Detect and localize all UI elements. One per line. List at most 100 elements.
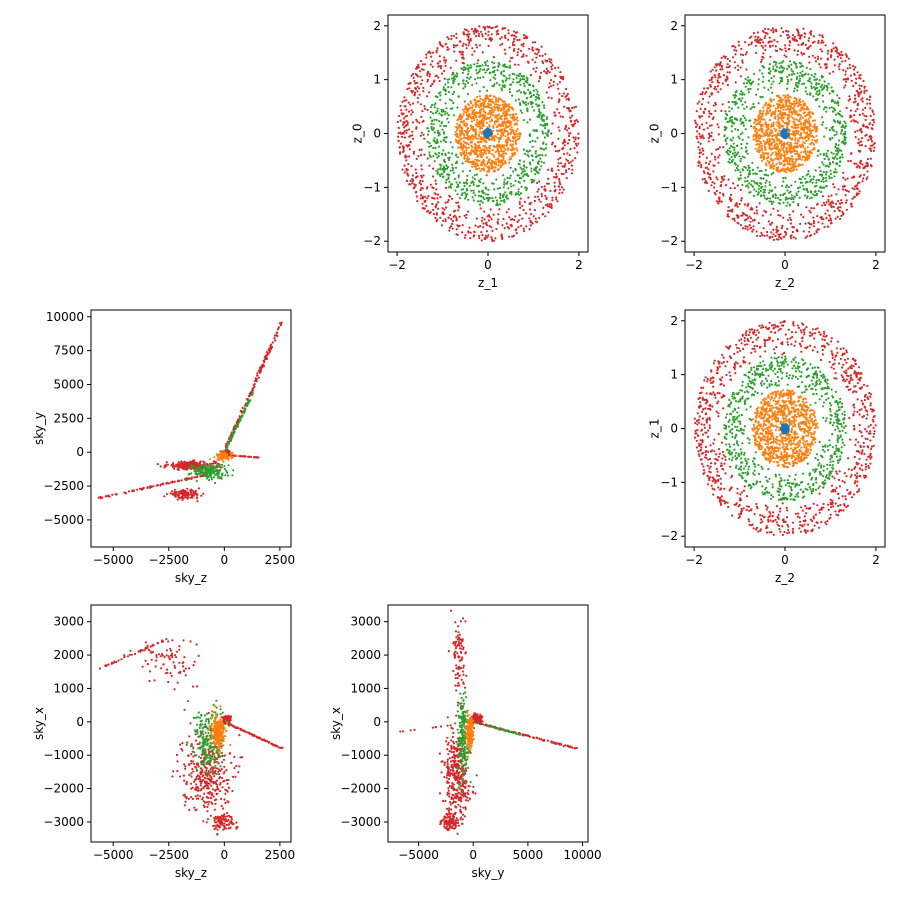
scatter-point xyxy=(863,173,866,176)
scatter-point xyxy=(464,43,468,46)
scatter-point xyxy=(714,158,717,161)
scatter-point xyxy=(802,27,805,30)
scatter-point xyxy=(735,153,738,157)
scatter-point xyxy=(769,223,772,226)
scatter-point xyxy=(815,184,818,187)
scatter-point xyxy=(509,83,512,86)
scatter-point xyxy=(453,177,456,181)
scatter-point xyxy=(467,210,470,213)
scatter-point xyxy=(767,88,770,91)
scatter-point xyxy=(540,195,544,198)
scatter-point xyxy=(479,30,482,33)
scatter-point xyxy=(492,126,495,129)
scatter-point xyxy=(708,176,711,179)
scatter-point xyxy=(849,66,852,69)
scatter-point xyxy=(501,89,504,92)
scatter-point xyxy=(833,120,836,123)
scatter-point xyxy=(505,211,508,214)
scatter-point xyxy=(474,168,478,171)
scatter-point xyxy=(790,111,793,114)
scatter-point xyxy=(753,188,756,191)
scatter-point xyxy=(483,114,486,117)
scatter-point xyxy=(506,147,509,150)
scatter-point xyxy=(772,31,775,34)
scatter-point xyxy=(522,82,526,85)
scatter-point xyxy=(774,157,777,160)
scatter-point xyxy=(553,111,556,114)
scatter-point xyxy=(801,70,804,73)
scatter-point xyxy=(759,235,762,238)
scatter-point xyxy=(504,117,507,120)
scatter-point xyxy=(574,157,577,160)
scatter-point xyxy=(478,120,482,123)
scatter-point xyxy=(483,101,486,104)
scatter-point xyxy=(809,234,812,237)
scatter-point xyxy=(824,67,828,70)
scatter-point xyxy=(463,100,466,103)
scatter-point xyxy=(841,115,844,118)
scatter-point xyxy=(847,99,850,102)
scatter-point xyxy=(805,139,808,142)
scatter-point xyxy=(456,141,459,145)
scatter-point xyxy=(436,109,439,113)
scatter-point xyxy=(833,134,836,137)
scatter-point xyxy=(527,102,530,105)
scatter-point xyxy=(467,118,470,121)
scatter-point xyxy=(559,71,562,74)
scatter-point xyxy=(532,215,535,218)
scatter-point xyxy=(778,66,781,70)
scatter-point xyxy=(842,125,845,128)
scatter-point xyxy=(466,138,470,141)
scatter-point xyxy=(559,183,562,186)
scatter-point xyxy=(444,42,447,46)
scatter-point xyxy=(848,95,851,98)
scatter-point xyxy=(416,200,419,203)
scatter-point xyxy=(442,219,445,222)
scatter-point xyxy=(789,222,793,225)
scatter-point xyxy=(729,196,732,199)
scatter-point xyxy=(550,132,553,135)
scatter-point xyxy=(493,160,496,163)
scatter-point xyxy=(806,158,809,161)
scatter-point xyxy=(557,169,560,172)
scatter-point xyxy=(547,129,550,132)
scatter-point xyxy=(793,90,796,93)
scatter-point xyxy=(801,175,804,178)
scatter-point xyxy=(421,187,424,190)
scatter-point xyxy=(484,111,487,115)
scatter-point xyxy=(509,166,512,169)
scatter-point xyxy=(475,165,478,168)
scatter-point xyxy=(828,106,831,110)
scatter-point xyxy=(740,90,743,93)
scatter-point xyxy=(487,104,490,107)
scatter-point xyxy=(707,132,711,135)
scatter-point xyxy=(569,116,572,119)
scatter-point xyxy=(469,39,472,42)
scatter-point xyxy=(506,125,510,129)
scatter-point xyxy=(744,119,747,122)
y-tick-label: −1 xyxy=(363,180,381,194)
scatter-point xyxy=(420,148,423,151)
scatter-point xyxy=(701,123,704,126)
scatter-point xyxy=(442,213,445,216)
scatter-point xyxy=(790,218,793,221)
scatter-point xyxy=(545,143,548,146)
scatter-point xyxy=(455,216,458,219)
scatter-point xyxy=(504,102,507,105)
scatter-point xyxy=(829,56,833,59)
scatter-point xyxy=(477,32,480,35)
scatter-point xyxy=(478,95,481,98)
scatter-point xyxy=(794,137,797,140)
scatter-point xyxy=(545,198,548,201)
scatter-point xyxy=(465,114,468,117)
scatter-point xyxy=(503,48,506,51)
scatter-point xyxy=(828,177,831,180)
scatter-point xyxy=(856,164,860,167)
scatter-point xyxy=(512,78,515,81)
scatter-point xyxy=(754,127,758,130)
scatter-point xyxy=(795,77,799,81)
scatter-point xyxy=(712,138,715,141)
scatter-point xyxy=(501,121,504,124)
scatter-point xyxy=(827,219,831,222)
scatter-point xyxy=(469,138,472,141)
